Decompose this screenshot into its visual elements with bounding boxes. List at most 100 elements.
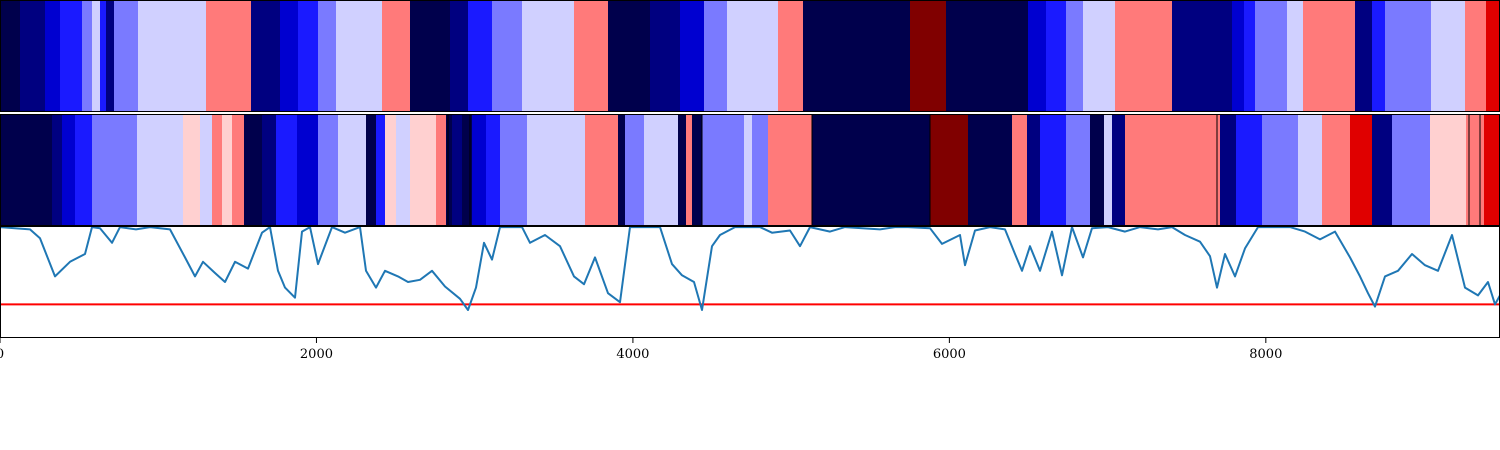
bottom-strip-band-35 xyxy=(686,114,693,226)
top-strip-band-4 xyxy=(82,0,93,112)
top-strip-band-32 xyxy=(1028,0,1047,112)
bottom-strip-band-6 xyxy=(183,114,201,226)
x-tick-label-4: 8000 xyxy=(1249,347,1282,362)
line-plot-panel xyxy=(0,226,1500,311)
top-strip-band-24 xyxy=(650,0,681,112)
bottom-strip-band-16 xyxy=(338,114,367,226)
bottom-strip-band-53 xyxy=(1236,114,1263,226)
bottom-strip-band-46 xyxy=(1040,114,1067,226)
top-strip-band-38 xyxy=(1232,0,1245,112)
bottom-strip-band-1 xyxy=(52,114,63,226)
top-strip-band-46 xyxy=(1431,0,1466,112)
top-strip-band-17 xyxy=(410,0,451,112)
bottom-strip-band-33 xyxy=(644,114,679,226)
bottom-strip-band-0 xyxy=(0,114,53,226)
bottom-strip-band-41 xyxy=(812,114,931,226)
bottom-strip-band-30 xyxy=(585,114,619,226)
bottom-strip-band-26 xyxy=(472,114,487,226)
bottom-strip-band-4 xyxy=(92,114,138,226)
bottom-strip-band-5 xyxy=(137,114,184,226)
top-strip-band-35 xyxy=(1083,0,1116,112)
top-strip-band-39 xyxy=(1244,0,1256,112)
top-strip-band-25 xyxy=(680,0,705,112)
bottom-strip-band-62 xyxy=(1484,114,1500,226)
top-strip-band-7 xyxy=(106,0,115,112)
bottom-strip-band-12 xyxy=(262,114,277,226)
top-strip-band-11 xyxy=(251,0,281,112)
top-strip-band-10 xyxy=(206,0,252,112)
x-tick-label-2: 4000 xyxy=(616,347,649,362)
top-strip-band-9 xyxy=(138,0,207,112)
bottom-strip-band-38 xyxy=(744,114,753,226)
bottom-strip-band-29 xyxy=(527,114,586,226)
bottom-strip-band-39 xyxy=(752,114,769,226)
bottom-strip-band-22 xyxy=(436,114,447,226)
bottom-strip-band-19 xyxy=(385,114,397,226)
bottom-strip-band-47 xyxy=(1066,114,1091,226)
top-strip-band-33 xyxy=(1046,0,1067,112)
bottom-strip-band-25 xyxy=(462,114,473,226)
top-strip-band-44 xyxy=(1372,0,1386,112)
bottom-strip-band-18 xyxy=(376,114,386,226)
top-strip-band-15 xyxy=(336,0,383,112)
top-strip-band-21 xyxy=(522,0,575,112)
top-strip-band-43 xyxy=(1355,0,1373,112)
bottom-strip-band-40 xyxy=(768,114,813,226)
top-strip-band-31 xyxy=(946,0,1029,112)
top-strip-band-26 xyxy=(704,0,728,112)
top-strip-band-2 xyxy=(45,0,61,112)
x-tick-label-1: 2000 xyxy=(300,347,333,362)
bottom-strip-band-49 xyxy=(1104,114,1113,226)
top-strip-band-29 xyxy=(803,0,911,112)
top-strip-band-41 xyxy=(1287,0,1304,112)
top-strip-band-34 xyxy=(1066,0,1084,112)
bottom-strip-band-34 xyxy=(678,114,687,226)
top-strip-band-1 xyxy=(20,0,46,112)
bottom-strip-band-8 xyxy=(212,114,223,226)
bottom-strip-band-32 xyxy=(625,114,645,226)
bottom-strip-band-3 xyxy=(75,114,93,226)
bottom-strip-band-54 xyxy=(1262,114,1299,226)
top-strip-band-5 xyxy=(92,0,101,112)
bottom-strip-band-50 xyxy=(1112,114,1126,226)
top-strip-band-19 xyxy=(468,0,493,112)
top-strip-band-40 xyxy=(1255,0,1288,112)
bottom-strip-band-51 xyxy=(1125,114,1221,226)
bottom-strip-band-23 xyxy=(446,114,453,226)
top-strip-band-36 xyxy=(1115,0,1173,112)
bottom-strip-band-58 xyxy=(1372,114,1393,226)
x-tick-label-0: 0 xyxy=(0,347,4,362)
bottom-strip-band-2 xyxy=(62,114,76,226)
top-strip-band-42 xyxy=(1303,0,1356,112)
bottom-strip-band-42 xyxy=(930,114,969,226)
top-strip-band-27 xyxy=(727,0,779,112)
bottom-strip-band-9 xyxy=(222,114,233,226)
bottom-strip-band-48 xyxy=(1090,114,1105,226)
top-strip-band-6 xyxy=(100,0,107,112)
bottom-strip-band-20 xyxy=(396,114,411,226)
top-strip-band-20 xyxy=(492,0,523,112)
bottom-strip-band-43 xyxy=(968,114,1013,226)
bottom-strip-band-45 xyxy=(1027,114,1041,226)
x-axis-ticks: 0 2000 4000 6000 8000 xyxy=(0,338,1282,362)
bottom-strip-band-56 xyxy=(1322,114,1351,226)
x-tick-label-3: 6000 xyxy=(933,347,966,362)
bottom-strip-band-37 xyxy=(702,114,745,226)
series-line xyxy=(0,226,1500,311)
top-strip-band-47 xyxy=(1465,0,1487,112)
bottom-strip-band-11 xyxy=(244,114,263,226)
bottom-strip-band-31 xyxy=(618,114,626,226)
bottom-strip-band-59 xyxy=(1392,114,1431,226)
bottom-strip-band-13 xyxy=(276,114,298,226)
top-strip-band-48 xyxy=(1486,0,1500,112)
top-strip-band-28 xyxy=(778,0,804,112)
bottom-strip-band-17 xyxy=(366,114,377,226)
top-strip-band-8 xyxy=(114,0,139,112)
bottom-strip-band-55 xyxy=(1298,114,1323,226)
bottom-strip-band-60 xyxy=(1430,114,1467,226)
top-strip-band-14 xyxy=(318,0,337,112)
heatmap-strip-top xyxy=(0,0,1500,112)
bottom-strip-band-7 xyxy=(200,114,213,226)
top-strip-band-22 xyxy=(574,0,609,112)
